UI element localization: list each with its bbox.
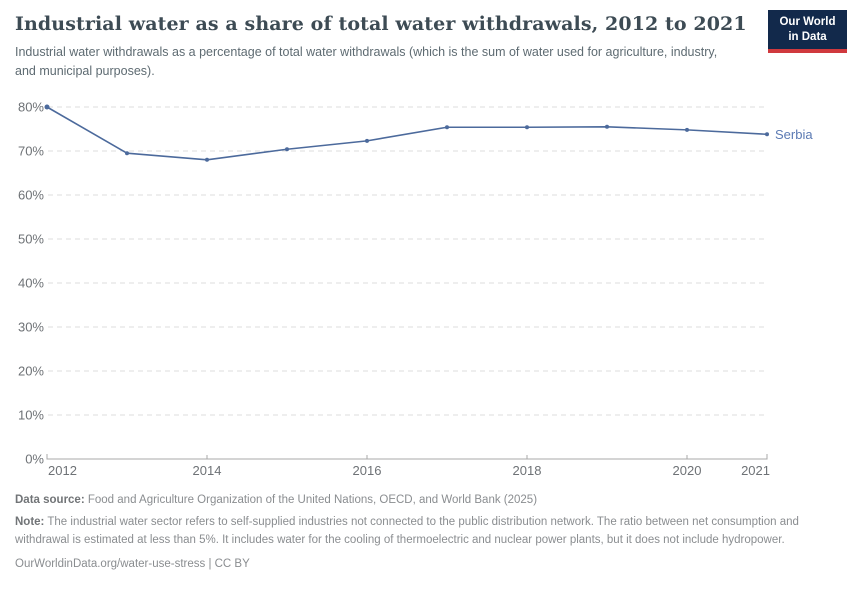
owid-logo-line2: in Data bbox=[788, 30, 827, 43]
data-point-2015[interactable] bbox=[285, 147, 289, 152]
series-end-label[interactable]: Serbia bbox=[775, 127, 813, 142]
x-axis-line bbox=[46, 454, 768, 460]
note-line: Note: The industrial water sector refers… bbox=[15, 514, 835, 549]
y-axis-tick-label: 40% bbox=[18, 276, 44, 291]
chart-header: Industrial water as a share of total wat… bbox=[15, 13, 750, 81]
data-point-2014[interactable] bbox=[205, 157, 209, 162]
data-point-2020[interactable] bbox=[685, 127, 689, 132]
license-text: | CC BY bbox=[205, 557, 250, 570]
data-source-line: Data source: Food and Agriculture Organi… bbox=[15, 492, 835, 509]
y-axis-tick-label: 10% bbox=[18, 408, 44, 423]
x-axis-tick-label: 2021 bbox=[741, 463, 770, 478]
line-chart-area[interactable]: 0% 10% 20% 30% 40% 50% 60% 70% 80% 2012 2014 2016 20… bbox=[0, 90, 850, 485]
data-point-2018[interactable] bbox=[525, 125, 529, 130]
data-point-2013[interactable] bbox=[125, 151, 129, 156]
line-chart-svg[interactable]: 0% 10% 20% 30% 40% 50% 60% 70% 80% 2012 2014 2016 20… bbox=[0, 90, 850, 485]
owid-logo-line1: Our World bbox=[779, 16, 836, 28]
y-axis-tick-label: 60% bbox=[18, 188, 44, 203]
y-axis-tick-label: 20% bbox=[18, 364, 44, 379]
data-point-2019[interactable] bbox=[605, 124, 609, 129]
data-point-2012[interactable] bbox=[44, 104, 50, 110]
data-source-label: Data source: bbox=[15, 494, 85, 506]
series-line-serbia[interactable] bbox=[46, 106, 768, 161]
owid-url-link[interactable]: OurWorldinData.org/water-use-stress bbox=[15, 557, 206, 570]
owid-logo[interactable]: Our World in Data bbox=[768, 10, 847, 53]
y-axis-tick-label: 80% bbox=[18, 100, 44, 115]
x-axis-tick-label: 2016 bbox=[353, 463, 382, 478]
data-source-text: Food and Agriculture Organization of the… bbox=[84, 494, 538, 506]
data-point-2017[interactable] bbox=[445, 125, 449, 130]
chart-subtitle: Industrial water withdrawals as a percen… bbox=[15, 45, 718, 78]
link-line: OurWorldinData.org/water-use-stress | CC… bbox=[15, 556, 835, 573]
y-axis-tick-label: 0% bbox=[25, 452, 44, 467]
x-axis-tick-label: 2012 bbox=[48, 463, 77, 478]
data-point-2021[interactable] bbox=[765, 132, 769, 137]
chart-title: Industrial water as a share of total wat… bbox=[15, 13, 747, 35]
note-text: The industrial water sector refers to se… bbox=[15, 516, 799, 546]
y-axis-tick-label: 70% bbox=[18, 144, 44, 159]
x-axis-tick-label: 2014 bbox=[193, 463, 222, 478]
y-axis-tick-label: 50% bbox=[18, 232, 44, 247]
data-point-2016[interactable] bbox=[365, 138, 369, 143]
x-axis-tick-label: 2020 bbox=[673, 463, 702, 478]
note-label: Note: bbox=[15, 516, 45, 529]
chart-footer: Data source: Food and Agriculture Organi… bbox=[15, 492, 835, 573]
y-axis-tick-label: 30% bbox=[18, 320, 44, 335]
x-axis-tick-label: 2018 bbox=[513, 463, 542, 478]
